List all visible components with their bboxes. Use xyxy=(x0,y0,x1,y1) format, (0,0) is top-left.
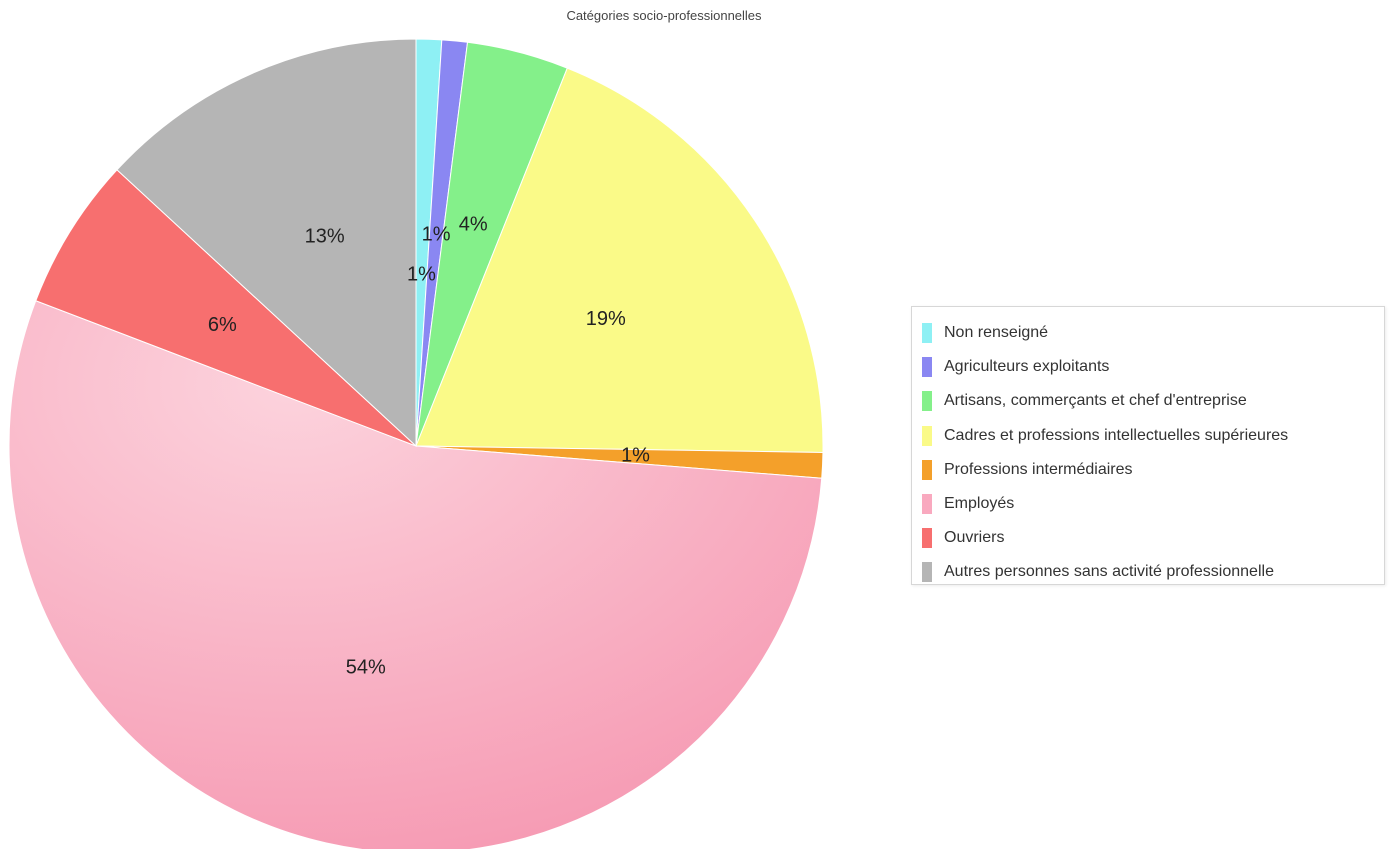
legend-label: Cadres et professions intellectuelles su… xyxy=(944,426,1289,444)
chart-title: Catégories socio-professionnelles xyxy=(566,8,762,23)
pie-slice[interactable] xyxy=(415,67,824,453)
legend-item[interactable]: Employés xyxy=(922,487,1384,521)
legend-swatch xyxy=(922,391,932,412)
pie-slices xyxy=(8,38,824,849)
legend-item[interactable]: Professions intermédiaires xyxy=(922,453,1384,487)
legend-swatch xyxy=(922,528,932,549)
slice-value-label: 1% xyxy=(422,224,451,246)
legend-item[interactable]: Artisans, commerçants et chef d'entrepri… xyxy=(922,384,1384,418)
slice-value-label: 6% xyxy=(208,314,237,336)
legend-item[interactable]: Agriculteurs exploitants xyxy=(922,350,1384,384)
legend-swatch xyxy=(922,459,932,480)
legend-swatch xyxy=(922,425,932,446)
legend-item[interactable]: Ouvriers xyxy=(922,521,1384,555)
slice-value-label: 54% xyxy=(346,657,386,679)
legend-label: Professions intermédiaires xyxy=(944,460,1133,478)
legend-item[interactable]: Non renseigné xyxy=(922,316,1384,350)
legend-label: Employés xyxy=(944,495,1015,513)
legend-item[interactable]: Autres personnes sans activité professio… xyxy=(922,555,1384,589)
legend-label: Artisans, commerçants et chef d'entrepri… xyxy=(944,392,1247,410)
pie-slice[interactable] xyxy=(35,169,417,447)
slice-value-label: 13% xyxy=(305,225,345,247)
legend-swatch xyxy=(922,562,932,583)
slice-value-label: 4% xyxy=(459,214,488,236)
slice-value-label: 1% xyxy=(407,263,436,285)
slice-value-label: 19% xyxy=(586,308,626,330)
legend-swatch xyxy=(922,323,932,344)
pie-slice[interactable] xyxy=(116,38,417,448)
pie-labels: 1% 1% 4% 19% 1% 54% 6% 13% xyxy=(208,214,650,679)
legend-swatch xyxy=(922,357,932,378)
legend-swatch xyxy=(922,494,932,515)
legend-item[interactable]: Cadres et professions intellectuelles su… xyxy=(922,419,1384,453)
pie-slice[interactable] xyxy=(8,300,823,849)
legend-label: Agriculteurs exploitants xyxy=(944,358,1110,376)
legend-label: Non renseigné xyxy=(944,324,1049,342)
slice-value-label: 1% xyxy=(621,445,650,467)
legend: Non renseigné Agriculteurs exploitants Art… xyxy=(911,306,1385,585)
legend-label: Ouvriers xyxy=(944,529,1005,547)
legend-label: Autres personnes sans activité professio… xyxy=(944,563,1274,581)
